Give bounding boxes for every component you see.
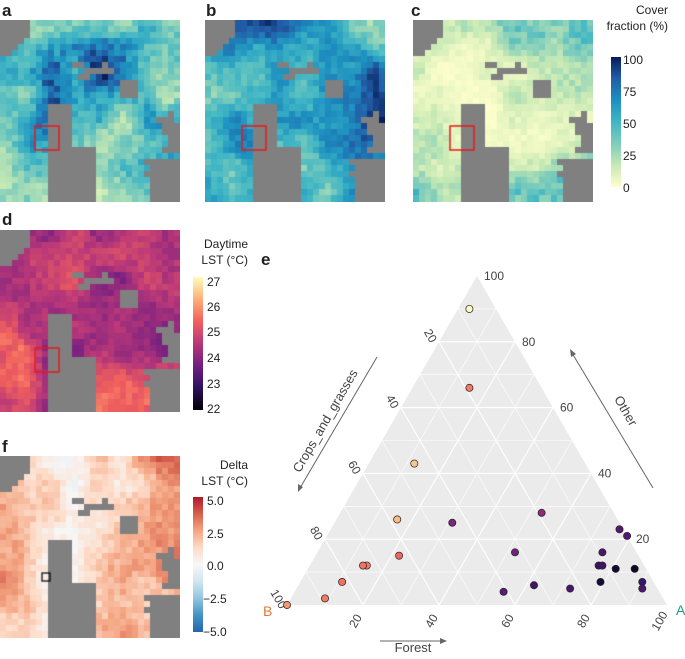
- grid-line: [514, 473, 592, 606]
- grid-line: [552, 506, 611, 606]
- delta-tick: −2.5: [203, 592, 227, 606]
- grid-line: [400, 374, 535, 606]
- panel-label-e: e: [261, 250, 271, 269]
- crops-tick-label: 40: [383, 392, 402, 411]
- data-point: [623, 531, 632, 540]
- cover-colorbar-title: Cover fraction (%): [606, 3, 668, 33]
- grid-line: [324, 308, 497, 606]
- data-point: [598, 561, 607, 570]
- other-tick-label: 40: [598, 466, 612, 480]
- data-point: [611, 564, 620, 573]
- grid-line: [381, 440, 478, 606]
- other-axis-arrow: [571, 352, 654, 489]
- data-point: [598, 548, 607, 557]
- daytime-colorbar: [193, 277, 203, 410]
- crops-axis-arrow: [299, 356, 378, 489]
- data-point: [537, 508, 546, 517]
- cover-tick: 75: [623, 85, 637, 99]
- grid-line: [590, 538, 630, 606]
- forest-tick-label: 80: [574, 611, 593, 630]
- panel-label-c: c: [411, 1, 421, 20]
- corner-label-b: B: [263, 603, 272, 619]
- forest-tick-label: 100: [648, 609, 670, 634]
- other-tick-label: 20: [636, 532, 650, 546]
- crops-tick-label: 80: [307, 524, 326, 543]
- forest-arrow-head: [440, 638, 447, 644]
- forest-cover-map: [0, 20, 180, 202]
- grid-line: [324, 538, 364, 606]
- daytime-tick: 27: [207, 275, 221, 289]
- data-point: [395, 551, 404, 560]
- delta-tick: 0.0: [207, 559, 224, 573]
- cover-colorbar: [611, 57, 621, 187]
- forest-tick-label: 20: [346, 611, 365, 630]
- panel-label-a: a: [2, 1, 12, 20]
- corner-label-a: A: [676, 602, 685, 618]
- other-tick-label: 80: [522, 335, 536, 349]
- ternary-points: [283, 304, 647, 609]
- delta-tick: −5.0: [203, 625, 227, 639]
- grid-line: [419, 374, 554, 606]
- data-point: [638, 578, 647, 586]
- delta-colorbar-title: Delta LST (°C): [201, 458, 248, 488]
- daytime-tick: 23: [207, 377, 221, 391]
- daytime-lst-map: [0, 230, 180, 412]
- cover-tick: 100: [623, 53, 644, 67]
- delta-tick: 2.5: [207, 527, 224, 541]
- other-axis-title: Other: [611, 393, 641, 429]
- data-point: [566, 584, 575, 593]
- crops-axis-title: Crops_and_grasses: [290, 366, 361, 475]
- panel-label-f: f: [2, 437, 8, 456]
- other-arrow-head: [570, 349, 576, 357]
- panel-label-d: d: [2, 210, 13, 229]
- data-point: [615, 525, 624, 534]
- data-point: [393, 515, 402, 524]
- other-tick-label: 60: [560, 401, 574, 415]
- grid-line: [362, 473, 440, 606]
- data-point: [465, 304, 474, 313]
- daytime-tick: 24: [207, 351, 221, 365]
- forest-tick-label: 60: [498, 611, 517, 630]
- other-tick-label: 100: [484, 269, 504, 283]
- data-point: [499, 587, 508, 596]
- data-point: [630, 564, 639, 573]
- crops-cover-map: [205, 20, 385, 202]
- data-point: [596, 578, 605, 586]
- data-point: [511, 548, 519, 557]
- data-point: [321, 594, 329, 603]
- cover-tick: 50: [623, 117, 637, 131]
- delta-colorbar: [193, 497, 203, 632]
- forest-axis-title: Forest: [395, 640, 432, 655]
- daytime-colorbar-title: Daytime LST (°C): [201, 237, 248, 267]
- other-cover-map: [413, 20, 593, 202]
- crops-tick-label: 60: [345, 458, 364, 477]
- data-point: [448, 518, 457, 527]
- forest-tick-label: 40: [422, 611, 441, 630]
- panel-label-b: b: [206, 1, 217, 20]
- crops-tick-label: 20: [421, 327, 440, 346]
- grid-line: [476, 440, 573, 606]
- delta-lst-map: [0, 456, 180, 638]
- data-point: [359, 561, 367, 570]
- data-point: [410, 459, 419, 468]
- crops-arrow-head: [298, 484, 303, 492]
- delta-tick: 5.0: [207, 494, 224, 508]
- data-point: [338, 578, 347, 586]
- daytime-tick: 25: [207, 325, 221, 339]
- data-point: [638, 584, 647, 593]
- daytime-tick: 26: [207, 300, 221, 314]
- data-point: [465, 383, 474, 392]
- data-point: [283, 601, 291, 609]
- cover-tick: 0: [623, 181, 630, 195]
- data-point: [530, 581, 538, 590]
- grid-line: [343, 506, 402, 606]
- daytime-tick: 22: [207, 402, 221, 416]
- cover-tick: 25: [623, 149, 637, 163]
- ternary-grid: [305, 308, 649, 606]
